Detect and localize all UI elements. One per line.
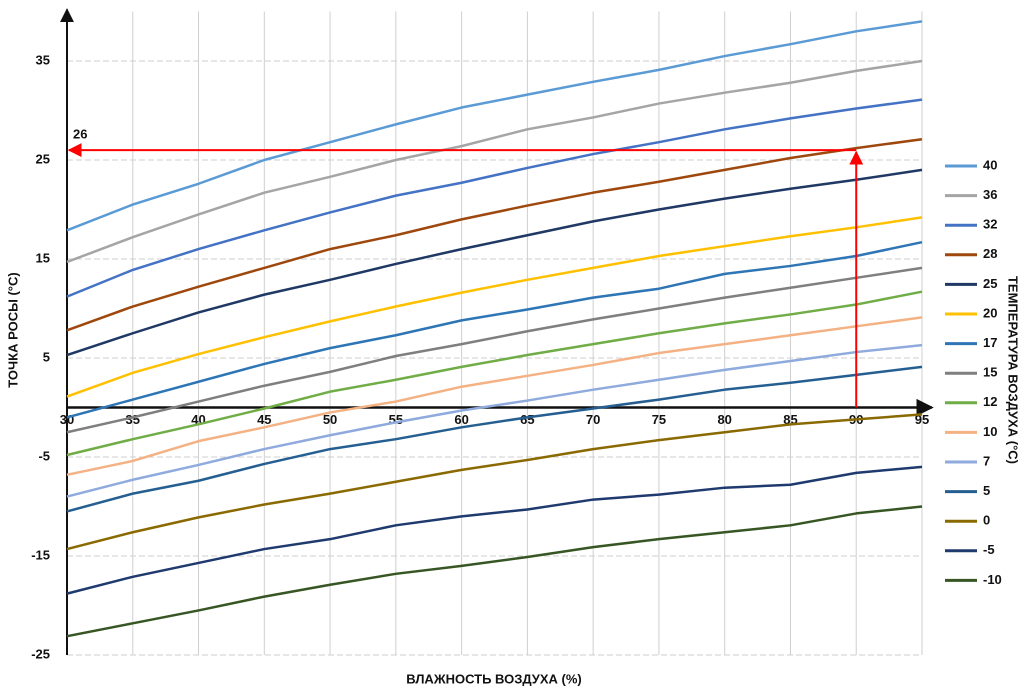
legend-label: 40 (983, 157, 997, 172)
legend-label: 17 (983, 335, 997, 350)
legend-title: ТЕМПЕРАТУРА ВОЗДУХА (°C) (1006, 276, 1021, 464)
y-tick-label: 15 (36, 250, 50, 265)
x-tick-label: 50 (323, 412, 337, 427)
series-line (66, 20, 923, 232)
x-tick-label: 45 (257, 412, 271, 427)
series-line (66, 216, 923, 398)
series-line (66, 290, 923, 457)
y-tick-label: -5 (38, 448, 50, 463)
series-line (66, 240, 923, 419)
legend-label: 28 (983, 246, 997, 261)
legend-label: 10 (983, 424, 997, 439)
legend-label: 20 (983, 305, 997, 320)
legend-label: 32 (983, 217, 997, 232)
x-axis-label: ВЛАЖНОСТЬ ВОЗДУХА (%) (406, 671, 582, 686)
series-line (66, 505, 923, 638)
y-tick-label: 35 (36, 52, 50, 67)
y-axis-label: ТОЧКА РОСЫ (°C) (5, 272, 20, 387)
legend-label: 12 (983, 394, 997, 409)
legend-label: 36 (983, 187, 997, 202)
x-tick-label: 70 (586, 412, 600, 427)
y-tick-label: 25 (36, 151, 50, 166)
legend-label: 0 (983, 513, 990, 528)
series-line (66, 168, 923, 357)
annotation-label: 26 (73, 127, 87, 142)
series-line (66, 266, 923, 434)
legend-label: 7 (983, 453, 990, 468)
legend-label: 5 (983, 483, 990, 498)
series-line (66, 413, 923, 551)
x-tick-label: 60 (454, 412, 468, 427)
y-tick-label: 5 (43, 349, 50, 364)
x-tick-label: 55 (389, 412, 403, 427)
y-tick-label: -15 (31, 547, 50, 562)
series-line (66, 137, 923, 332)
series-line (66, 465, 923, 595)
legend-label: 15 (983, 365, 997, 380)
y-tick-label: -25 (31, 646, 50, 661)
x-tick-label: 65 (520, 412, 534, 427)
series-line (66, 59, 923, 264)
x-tick-label: 75 (652, 412, 666, 427)
series-line (66, 343, 923, 498)
x-tick-label: 80 (717, 412, 731, 427)
series-line (66, 316, 923, 477)
series-line (66, 98, 923, 298)
legend-label: -10 (983, 572, 1002, 587)
legend-label: 25 (983, 276, 997, 291)
legend-label: -5 (983, 542, 995, 557)
series-line (66, 365, 923, 513)
